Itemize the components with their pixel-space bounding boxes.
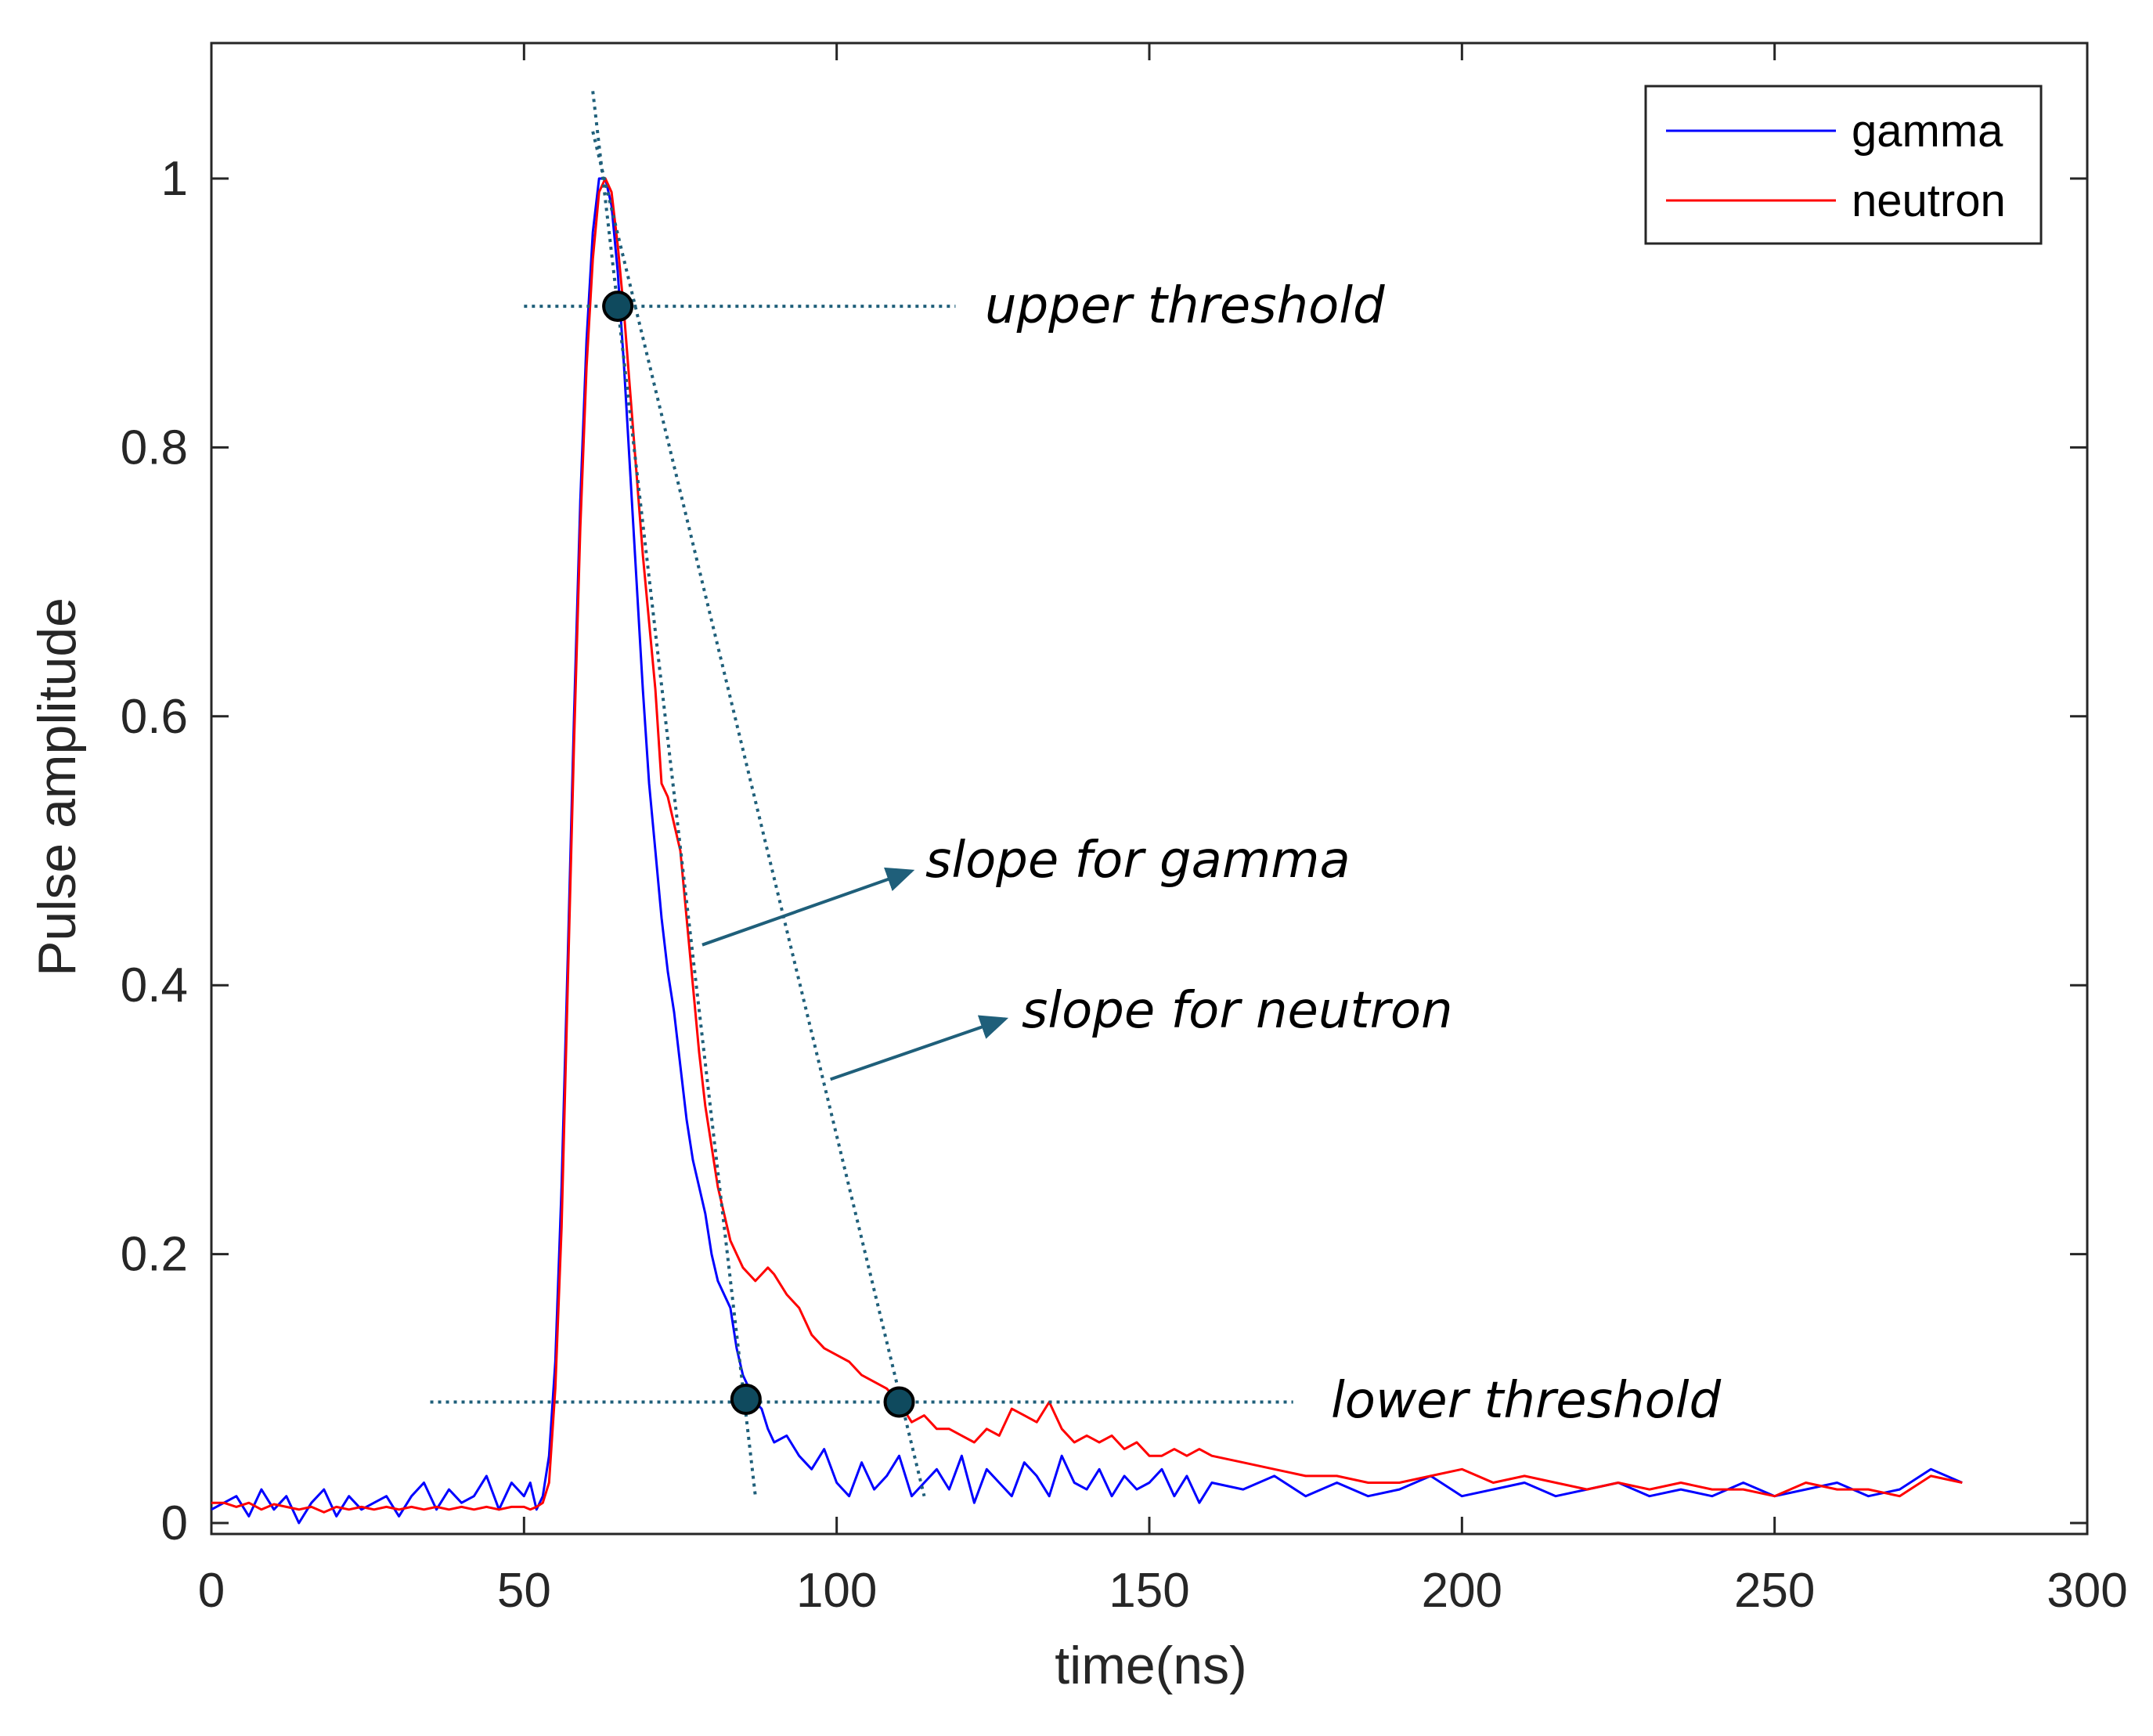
marker-lower-neutron	[883, 1386, 915, 1418]
label-lower-threshold: lower threshold	[1331, 1372, 1722, 1430]
x-tick-label: 250	[1734, 1564, 1815, 1618]
marker-lower-gamma	[730, 1384, 762, 1416]
legend: gamma neutron	[1644, 85, 2043, 245]
label-slope-gamma: slope for gamma	[925, 832, 1351, 890]
x-tick-label: 200	[1422, 1564, 1502, 1618]
annotation-layer	[430, 91, 1293, 1497]
plot-area	[210, 42, 2089, 1536]
x-axis-title: time(ns)	[1055, 1636, 1247, 1695]
series-line-neutron	[211, 177, 1963, 1514]
y-axis-title: Pulse amplitude	[27, 597, 87, 976]
marker-upper	[602, 291, 634, 323]
y-tick-label: 0.6	[121, 690, 188, 744]
x-tick-label: 100	[796, 1564, 877, 1618]
x-tick-label: 50	[497, 1564, 551, 1618]
axis-ticks	[210, 43, 2089, 1534]
y-tick-label: 0.4	[121, 958, 188, 1012]
axis-tick-labels: 0 50 100 150 200 250 300 0 0.2 0.4 0.6 0.8 1	[121, 152, 2128, 1618]
x-tick-label: 300	[2047, 1564, 2127, 1618]
gamma-arrow	[701, 867, 915, 947]
legend-box	[1644, 85, 2043, 245]
y-tick-label: 0.2	[121, 1228, 188, 1282]
label-upper-threshold: upper threshold	[985, 277, 1385, 335]
y-tick-label: 0.8	[121, 420, 188, 475]
x-tick-label: 150	[1109, 1564, 1189, 1618]
legend-label-neutron: neutron	[1852, 175, 2006, 226]
neutron-arrow	[830, 1015, 1009, 1081]
x-tick-label: 0	[198, 1564, 225, 1618]
legend-label-gamma: gamma	[1852, 106, 2003, 157]
gamma-slope	[591, 91, 757, 1496]
y-tick-label: 1	[161, 152, 188, 206]
label-slope-neutron: slope for neutron	[1022, 982, 1453, 1040]
y-tick-label: 0	[161, 1496, 188, 1550]
